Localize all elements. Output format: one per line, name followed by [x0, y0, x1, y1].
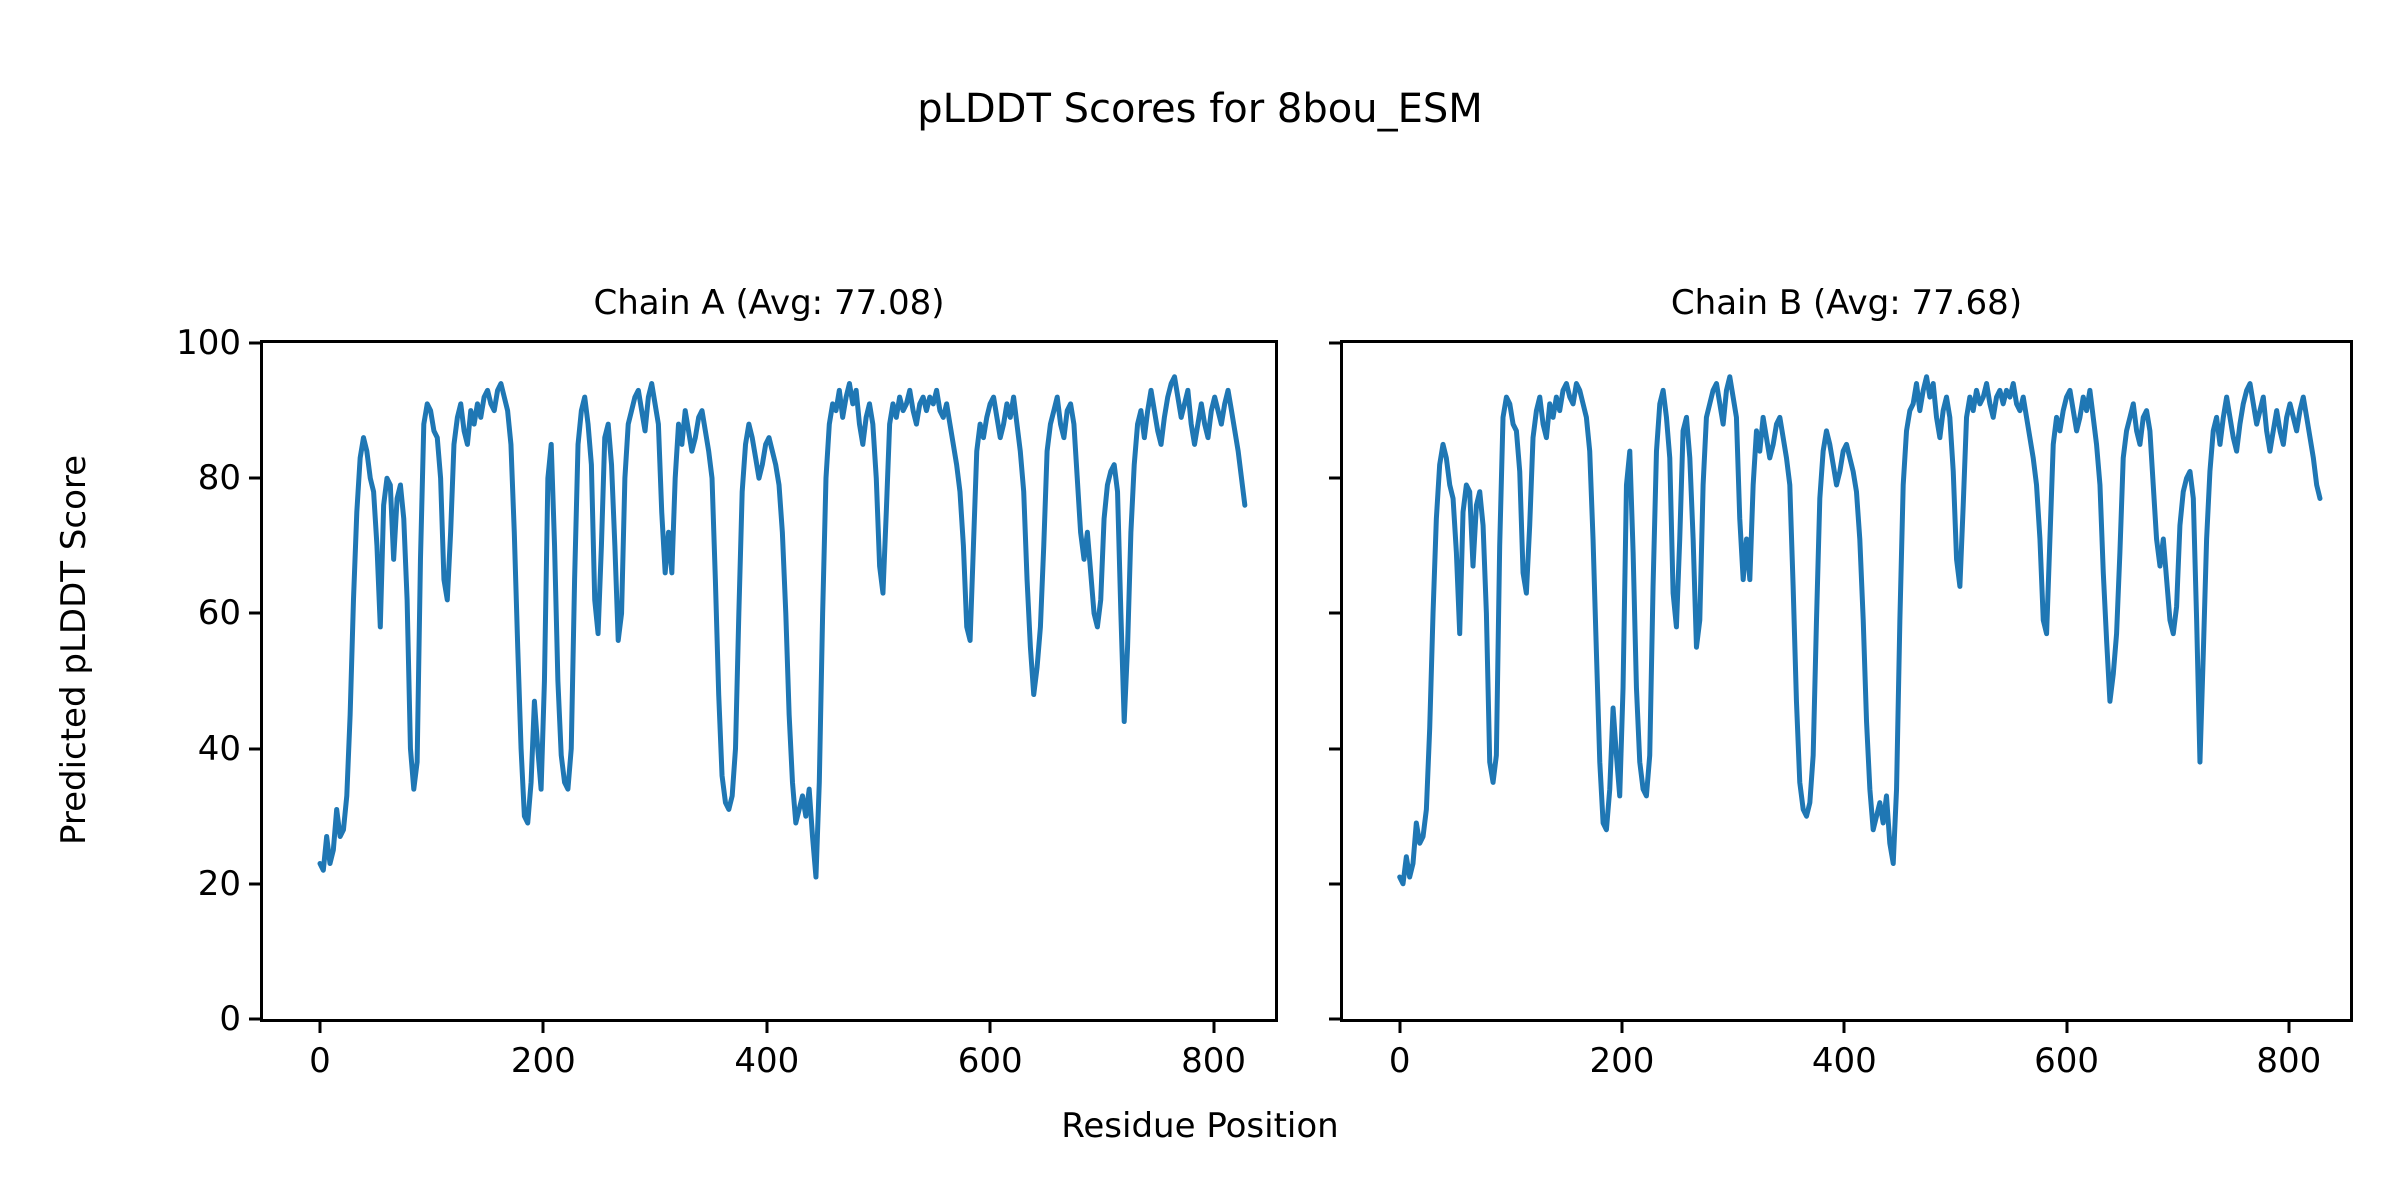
x-tick-mark — [318, 1019, 322, 1033]
y-tick-mark — [249, 476, 263, 480]
y-tick-label: 20 — [197, 863, 241, 904]
x-tick-label: 600 — [957, 1041, 1023, 1081]
x-tick-mark — [541, 1019, 545, 1033]
y-tick-mark — [249, 882, 263, 886]
x-tick-label: 400 — [734, 1041, 800, 1081]
y-tick-mark — [249, 747, 263, 751]
subplot-chain-b: Chain B (Avg: 77.68) 0 200 400 600 800 — [1329, 283, 2353, 1081]
x-tick-label: 200 — [1589, 1041, 1655, 1081]
x-tick-mark — [2065, 1019, 2069, 1033]
x-tick-mark — [988, 1019, 992, 1033]
y-tick-mark — [1329, 882, 1343, 886]
subplot-title-chain-a: Chain A (Avg: 77.08) — [593, 283, 945, 323]
plddt-line-chart-chain-a — [263, 343, 1275, 1019]
x-tick-mark — [2287, 1019, 2291, 1033]
y-tick-mark — [249, 611, 263, 615]
x-tick-mark — [1398, 1019, 1402, 1033]
x-tick-mark — [1842, 1019, 1846, 1033]
subplot-title-chain-b: Chain B (Avg: 77.68) — [1670, 283, 2023, 323]
y-tick-mark — [249, 1017, 263, 1021]
x-tick-mark — [765, 1019, 769, 1033]
plddt-line-chart-chain-b — [1343, 343, 2350, 1019]
figure-title: pLDDT Scores for 8bou_ESM — [917, 86, 1483, 132]
y-tick-label: 0 — [219, 999, 241, 1039]
y-tick-label: 60 — [197, 593, 241, 634]
x-tick-mark — [1212, 1019, 1216, 1033]
y-tick-mark — [1329, 341, 1343, 345]
x-tick-mark — [1620, 1019, 1624, 1033]
y-tick-mark — [1329, 611, 1343, 615]
x-axis-label: Residue Position — [1061, 1106, 1339, 1146]
x-tick-label: 800 — [2256, 1041, 2322, 1081]
x-tick-label: 600 — [2034, 1041, 2100, 1081]
y-tick-mark — [1329, 476, 1343, 480]
subplot-chain-a: Chain A (Avg: 77.08) 0 200 400 600 800 0 20 40 6… — [176, 283, 1278, 1081]
plddt-line-series — [320, 377, 1245, 877]
x-tick-label: 0 — [1388, 1041, 1411, 1081]
y-tick-label: 80 — [197, 458, 241, 499]
y-tick-mark — [1329, 1017, 1343, 1021]
x-tick-label: 400 — [1811, 1041, 1877, 1081]
y-tick-mark — [1329, 747, 1343, 751]
y-tick-label: 100 — [176, 323, 241, 363]
x-tick-label: 0 — [309, 1041, 331, 1081]
x-tick-label: 200 — [510, 1041, 576, 1081]
plddt-line-series — [1400, 377, 2320, 884]
y-tick-mark — [249, 341, 263, 345]
y-tick-label: 40 — [197, 728, 241, 769]
x-tick-label: 800 — [1181, 1041, 1247, 1081]
y-axis-label: Predicted pLDDT Score — [54, 454, 94, 846]
